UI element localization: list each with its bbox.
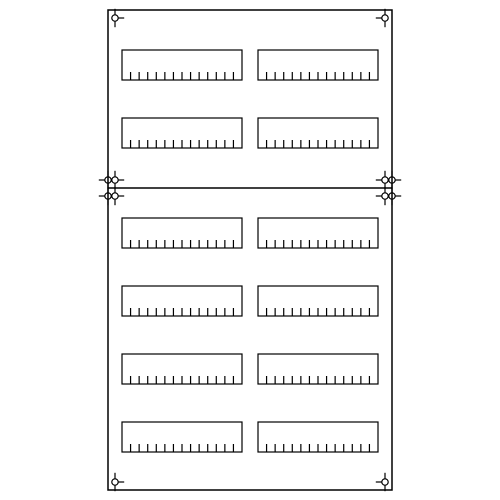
- hinge-marker: [376, 171, 388, 189]
- hinge-marker: [112, 187, 124, 205]
- din-rail-slot: [258, 354, 378, 384]
- hinge-marker: [112, 473, 124, 491]
- panel-outline: [108, 10, 392, 490]
- hinge-marker: [112, 171, 124, 189]
- hinge-marker: [99, 187, 111, 205]
- hinge-marker: [99, 171, 111, 189]
- panel-diagram: [0, 0, 500, 500]
- din-rail-slot: [122, 50, 242, 80]
- din-rail-slot: [258, 286, 378, 316]
- hinge-marker: [112, 9, 124, 27]
- din-rail-slot: [122, 286, 242, 316]
- din-rail-slot: [122, 354, 242, 384]
- din-rail-slot: [122, 218, 242, 248]
- din-rail-slot: [258, 118, 378, 148]
- hinge-marker: [376, 473, 388, 491]
- din-rail-slot: [122, 118, 242, 148]
- hinge-marker: [389, 187, 401, 205]
- din-rail-slot: [122, 422, 242, 452]
- hinge-marker: [389, 171, 401, 189]
- din-rail-slot: [258, 422, 378, 452]
- din-rail-slot: [258, 218, 378, 248]
- hinge-marker: [376, 187, 388, 205]
- din-rail-slot: [258, 50, 378, 80]
- hinge-marker: [376, 9, 388, 27]
